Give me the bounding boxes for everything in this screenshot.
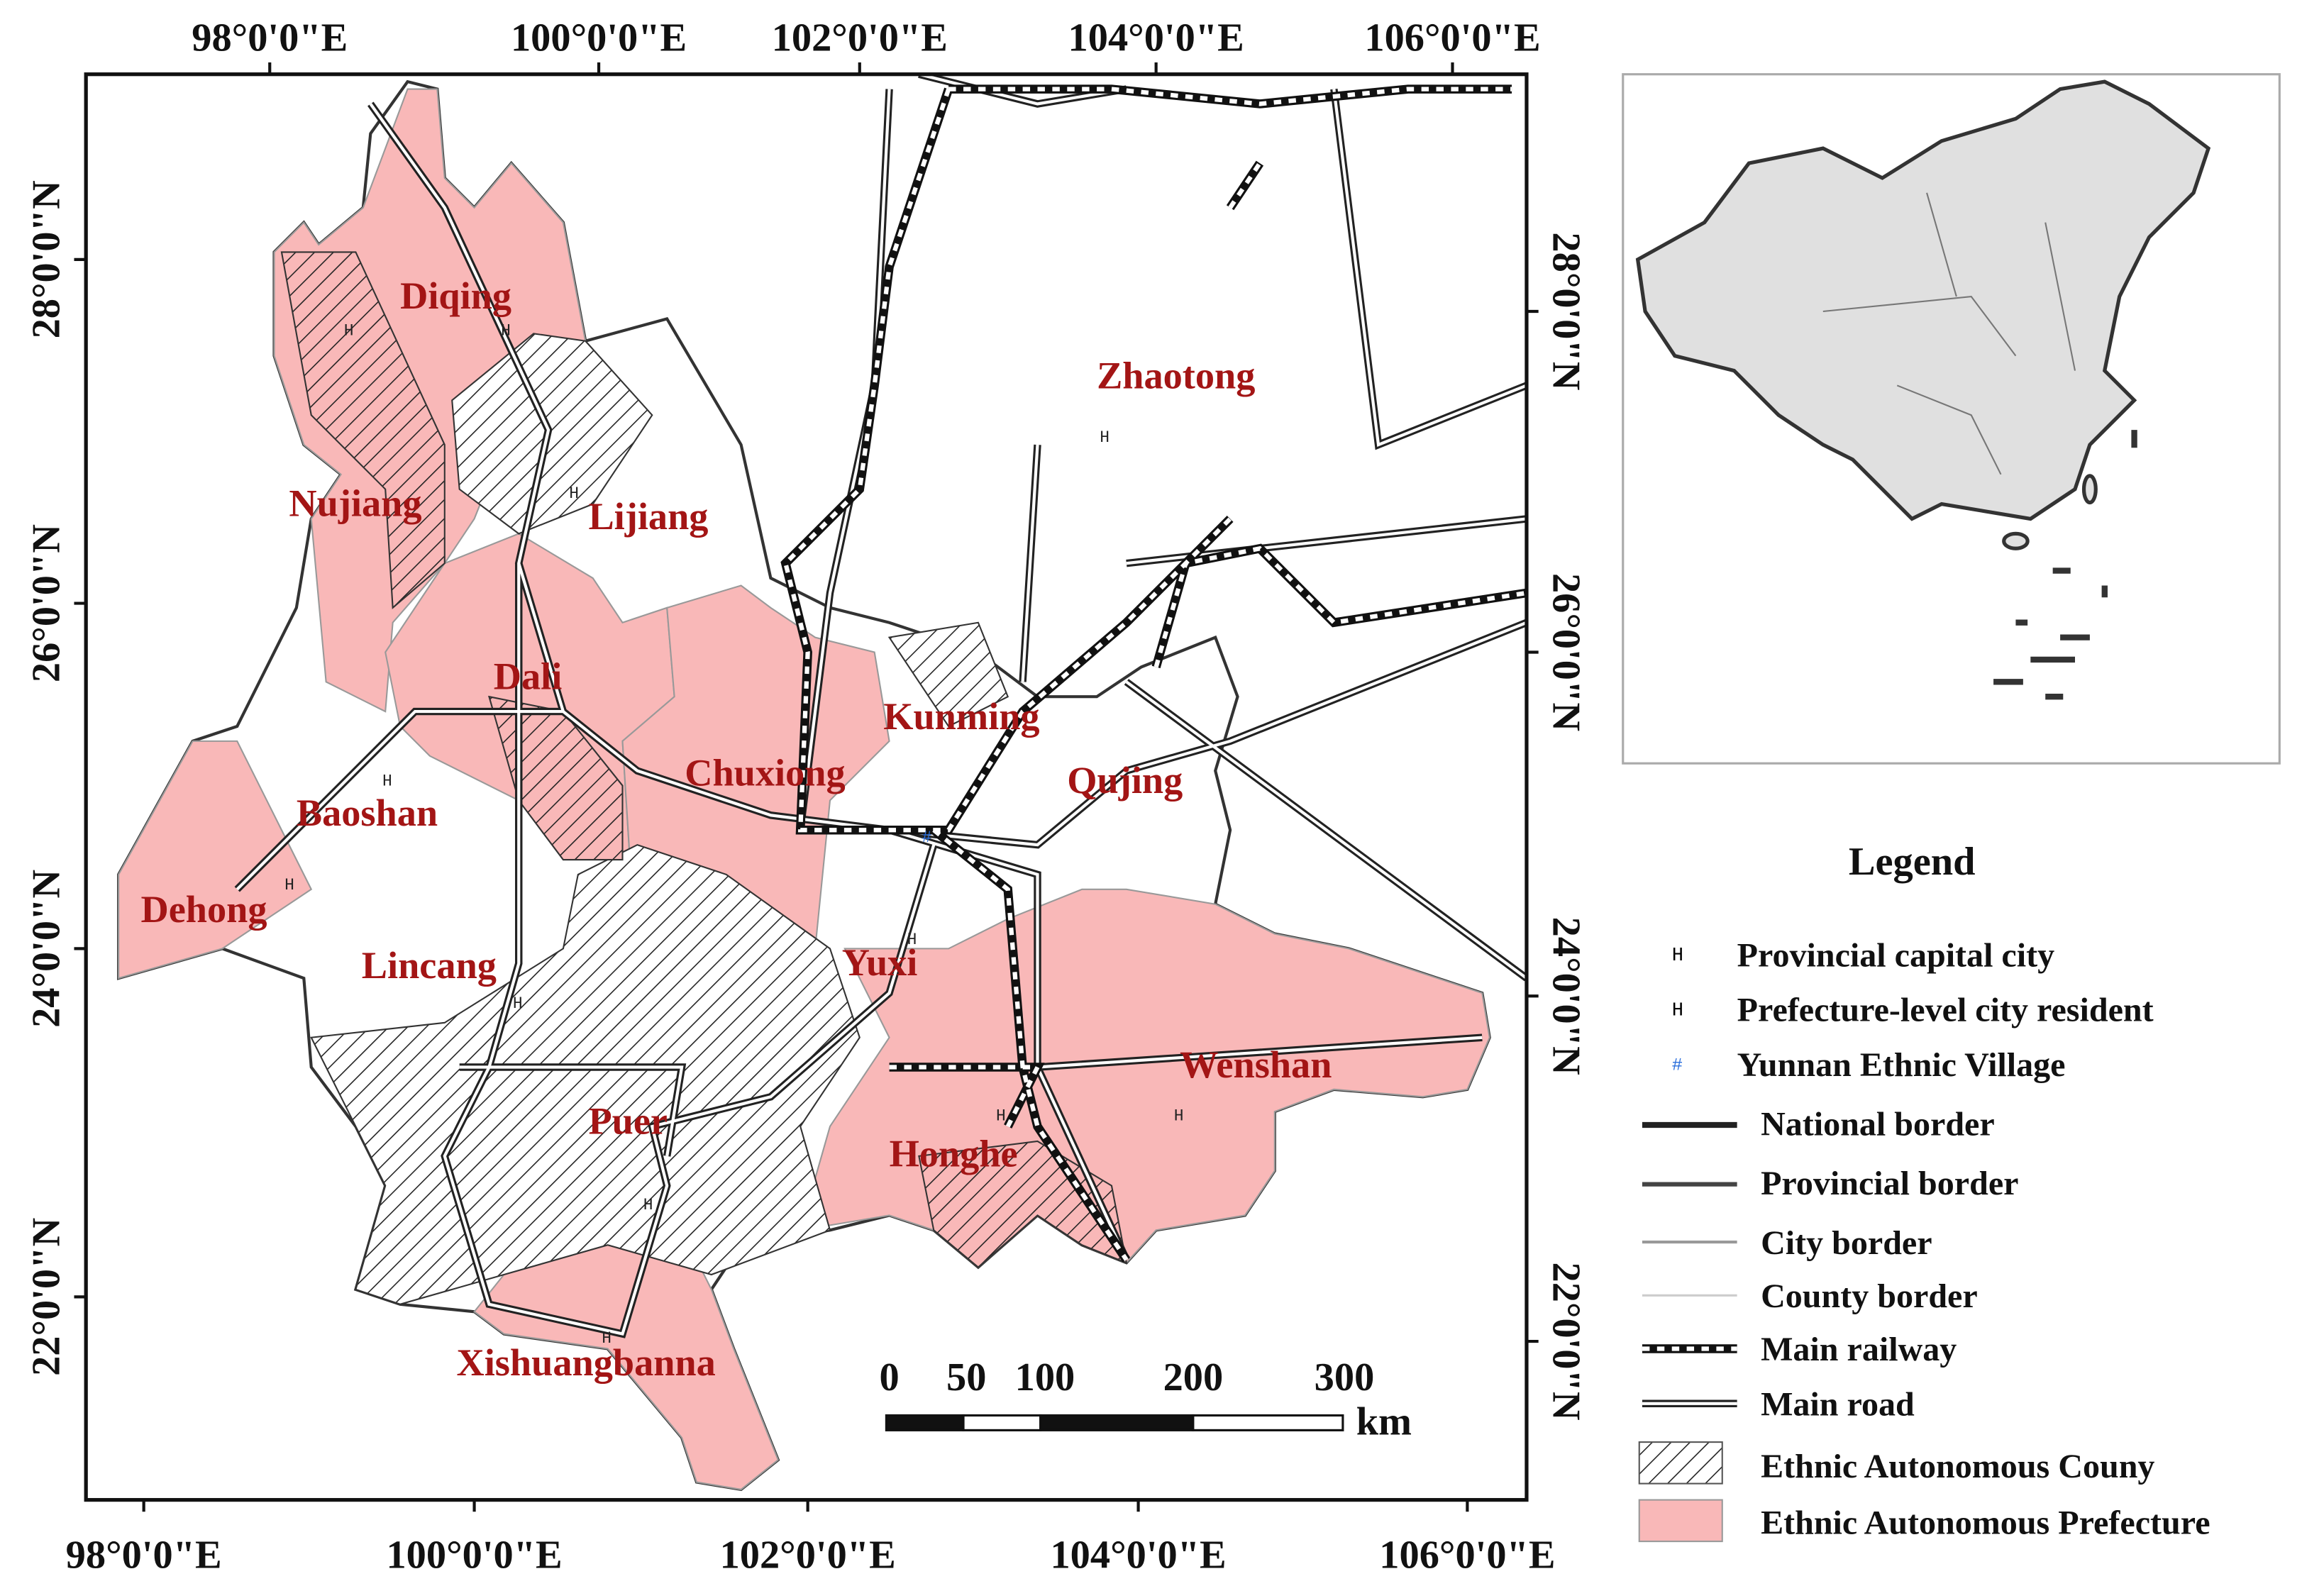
bottom-tick-label: 102°0'0"E <box>720 1534 896 1577</box>
city-label: Lincang <box>362 944 497 987</box>
legend-item: County border <box>1761 1277 1978 1315</box>
top-tick-label: 102°0'0"E <box>772 16 948 60</box>
city-label: Honghe <box>890 1133 1018 1175</box>
top-tick-label: 98°0'0"E <box>192 16 348 60</box>
left-tick-label: 22°0'0"N <box>25 1218 69 1376</box>
legend-item: Provincial border <box>1761 1165 2018 1202</box>
left-tick-label: 28°0'0"N <box>25 180 69 338</box>
city-label: Zhaotong <box>1097 355 1255 397</box>
legend-item: Provincial capital city <box>1737 936 2054 974</box>
city-label: Wenshan <box>1180 1043 1332 1086</box>
bottom-tick-label: 98°0'0"E <box>66 1534 222 1577</box>
scale-unit: km <box>1356 1400 1412 1444</box>
svg-text:H: H <box>513 994 523 1013</box>
scale-label: 100 <box>1015 1355 1075 1399</box>
legend-symbols: H H # <box>1638 945 1737 1543</box>
city-label: Chuxiong <box>685 752 845 794</box>
legend-item: Ethnic Autonomous Prefecture <box>1761 1504 2210 1542</box>
right-tick-label: 22°0'0"N <box>1544 1262 1588 1420</box>
svg-text:#: # <box>1672 1055 1683 1076</box>
svg-text:H: H <box>1100 428 1110 447</box>
left-tick-label: 24°0'0"N <box>25 870 69 1028</box>
svg-text:H: H <box>569 484 579 503</box>
city-label: Diqing <box>400 274 511 317</box>
legend-item: Prefecture-level city resident <box>1737 992 2154 1029</box>
scale-bar <box>885 1414 1344 1431</box>
svg-text:#: # <box>922 828 932 847</box>
bottom-tick-label: 104°0'0"E <box>1050 1534 1226 1577</box>
autonomous-counties <box>280 251 1128 1305</box>
svg-text:H: H <box>501 321 511 340</box>
svg-text:H: H <box>996 1107 1006 1126</box>
bottom-tick-label: 106°0'0"E <box>1379 1534 1555 1577</box>
inset-china <box>1635 79 2211 700</box>
top-tick-label: 104°0'0"E <box>1068 16 1244 60</box>
right-tick-label: 28°0'0"N <box>1544 232 1588 390</box>
legend-item: Main railway <box>1761 1331 1957 1368</box>
legend-item: Main road <box>1761 1385 1915 1423</box>
city-label: Yuxi <box>842 941 918 984</box>
legend-item: City border <box>1761 1224 1932 1262</box>
scale-label: 200 <box>1163 1355 1224 1399</box>
svg-text:H: H <box>1174 1107 1184 1126</box>
frame-ticks <box>74 62 1539 1512</box>
city-label: Qujing <box>1067 759 1183 802</box>
left-tick-label: 26°0'0"N <box>25 524 69 682</box>
scale-label: 300 <box>1315 1355 1375 1399</box>
legend-item: Ethnic Autonomous Couny <box>1761 1448 2154 1485</box>
top-tick-label: 100°0'0"E <box>511 16 687 60</box>
map-body: H H H H H H H H H H H H # <box>117 74 1527 1492</box>
scale-label: 0 <box>879 1355 899 1399</box>
top-tick-label: 106°0'0"E <box>1364 16 1540 60</box>
city-label: Nujiang <box>289 482 421 524</box>
svg-text:H: H <box>344 321 354 340</box>
city-label: Lijiang <box>588 495 708 538</box>
legend-item: National border <box>1761 1106 1995 1143</box>
scale-label: 50 <box>946 1355 986 1399</box>
city-label: Baoshan <box>297 792 438 834</box>
svg-text:H: H <box>907 931 917 949</box>
svg-text:H: H <box>382 772 392 791</box>
svg-text:H: H <box>643 1196 653 1214</box>
svg-text:H: H <box>1672 945 1683 967</box>
city-label: Xishuangbanna <box>457 1341 716 1384</box>
city-label: Puer <box>588 1100 668 1143</box>
svg-text:H: H <box>284 876 294 894</box>
city-label: Dehong <box>140 888 267 931</box>
city-markers: H H H H H H H H H H H H # <box>284 321 1183 1348</box>
svg-text:H: H <box>602 1329 612 1348</box>
svg-text:H: H <box>1672 999 1683 1021</box>
city-label: Dali <box>494 655 563 698</box>
right-tick-label: 24°0'0"N <box>1544 917 1588 1075</box>
city-label: Kunming <box>883 695 1039 738</box>
right-tick-label: 26°0'0"N <box>1544 573 1588 731</box>
legend-title: Legend <box>1849 840 1976 884</box>
bottom-tick-label: 100°0'0"E <box>386 1534 562 1577</box>
legend-item: Yunnan Ethnic Village <box>1737 1046 2066 1084</box>
